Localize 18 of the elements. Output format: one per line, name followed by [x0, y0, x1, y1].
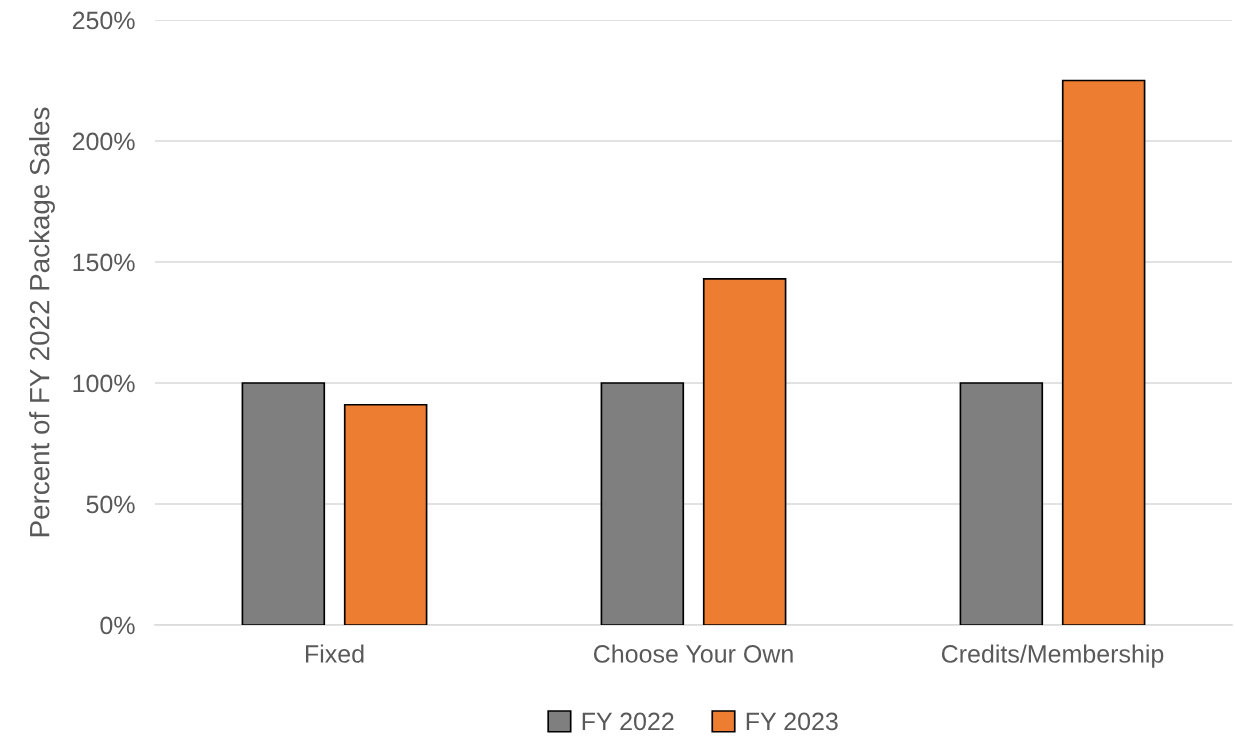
bar	[959, 382, 1044, 625]
y-axis-title: Percent of FY 2022 Package Sales	[29, 107, 55, 537]
x-tick-label: Credits/Membership	[941, 644, 1164, 668]
bar	[600, 382, 685, 625]
y-tick-label: 50%	[86, 495, 135, 514]
legend-label: FY 2023	[746, 712, 838, 731]
x-tick-label: Choose Your Own	[594, 644, 793, 663]
y-tick-label: 250%	[72, 11, 135, 30]
bar	[343, 403, 428, 625]
y-tick-label: 100%	[73, 374, 135, 393]
x-tick-label: Fixed	[305, 644, 364, 663]
y-tick-label: 0%	[100, 616, 135, 635]
y-tick-label: 150%	[73, 253, 135, 272]
legend-label: FY 2022	[582, 712, 674, 731]
bar	[241, 382, 326, 625]
bar	[1061, 79, 1146, 625]
y-tick-label: 200%	[72, 132, 135, 151]
bar	[702, 278, 787, 625]
